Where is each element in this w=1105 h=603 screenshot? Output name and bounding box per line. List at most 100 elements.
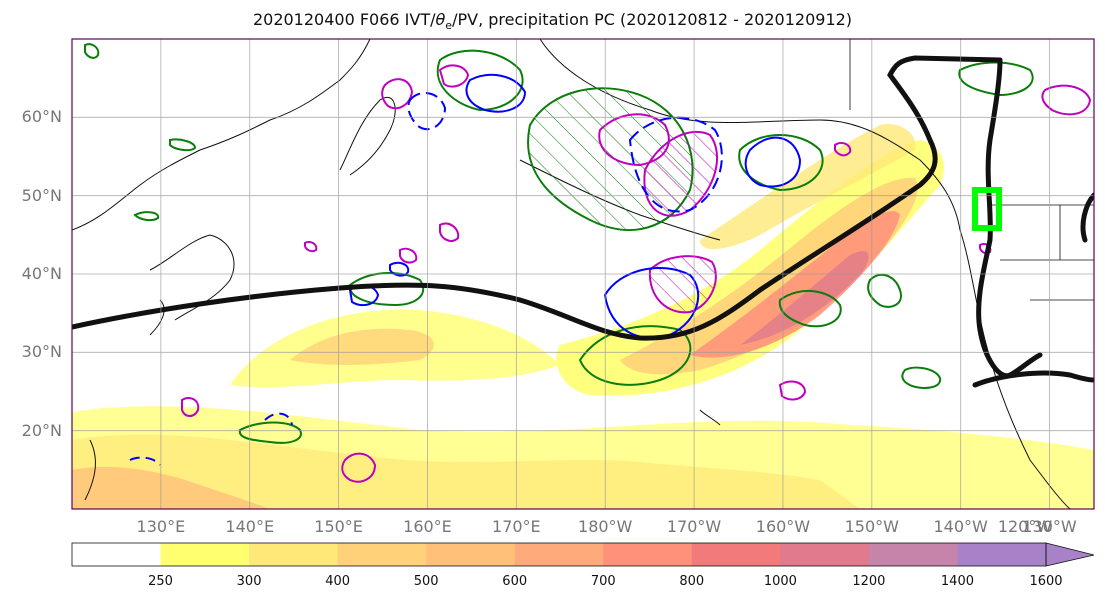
map-title: 2020120400 F066 IVT/θe/PV, precipitation… (252, 10, 853, 33)
pv-region-tropical-1 (341, 452, 377, 483)
coast-korea-japan (149, 234, 235, 336)
gridlines (72, 39, 1094, 509)
colorbar-tick-label: 1400 (940, 574, 974, 589)
precip-region-small-1 (84, 43, 100, 59)
theta-e-east (1080, 192, 1094, 243)
pv-neg-region-ar (603, 267, 700, 340)
lon-label: 120°W (997, 517, 1053, 536)
colorbar-swatches (72, 543, 1047, 566)
pv-region-na (1041, 84, 1092, 116)
pv-neg-region-alaska-dashed (628, 116, 723, 213)
precip-region-midpac (778, 289, 842, 328)
ivt-ar-north (700, 124, 916, 250)
colorbar-swatch (514, 543, 604, 566)
precip-region-north-west (867, 273, 902, 308)
pv-region-east-pac (778, 380, 807, 401)
ivt-ar-inner (690, 211, 900, 358)
theta-e-na-lower (972, 370, 1094, 388)
colorbar-extend-arrow (1045, 542, 1095, 567)
pv-region-small-3 (399, 247, 418, 264)
lon-label: 160°E (403, 517, 452, 536)
pv-positive-contours (181, 64, 1092, 483)
colorbar-tick-label: 500 (413, 574, 439, 589)
pv-neg-region-bering (465, 73, 527, 113)
colorbar-tick-label: 250 (148, 574, 173, 589)
pv-region-small-2 (304, 240, 318, 253)
pv-region-bering-2 (438, 64, 470, 88)
ivt-shading (72, 124, 1094, 509)
coast-kamchatka (339, 97, 396, 176)
pv-region-ar (648, 255, 717, 314)
colorbar-tick-label: 800 (679, 574, 705, 589)
colorbar-tick-label: 1200 (852, 574, 886, 589)
lon-label: 140°E (225, 517, 275, 536)
pv-region-gulf (643, 130, 719, 217)
pv-region-tropical-2 (181, 397, 200, 417)
pv-region-bering (381, 78, 414, 110)
precip-region-small-2 (169, 138, 197, 152)
coast-north-america (959, 229, 1071, 509)
precip-region-east-pac (901, 366, 942, 389)
lon-label: 150°W (844, 517, 899, 536)
colorbar-tick-label: 1600 (1029, 574, 1063, 589)
lon-label: 160°W (755, 517, 811, 536)
theta-e-main (72, 55, 1003, 341)
colorbar-swatch (957, 543, 1047, 566)
lat-label: 20°N (21, 420, 62, 440)
lon-label: 180°W (578, 517, 633, 536)
precip-region-tropical (238, 421, 302, 444)
precip-region-na-coast (958, 61, 1034, 97)
precip-region-small-3 (133, 211, 160, 222)
borders (849, 39, 1094, 301)
lat-label: 30°N (21, 342, 62, 362)
lon-label: 140°W (933, 517, 988, 536)
pv-neg-region-dashed-2 (407, 92, 447, 131)
map-frame (71, 38, 1095, 510)
precip-region-ar (578, 325, 692, 386)
lat-label: 40°N (21, 264, 62, 283)
theta-e-contours (72, 55, 1094, 388)
colorbar-swatch (603, 543, 693, 566)
lon-label: 130°E (136, 517, 186, 536)
pv-neg-region-tropical-dashed-2 (129, 456, 161, 466)
pv-neg-region-gulf (744, 136, 802, 188)
colorbar-swatch (691, 543, 781, 566)
lon-label: 170°E (492, 517, 541, 536)
colorbar-swatch (426, 543, 516, 566)
ivt-band-tropical-inner (72, 434, 860, 509)
colorbar-swatch (249, 543, 339, 566)
lon-label: 170°W (666, 517, 722, 536)
precip-region-west (348, 272, 425, 307)
colorbar-tick-label: 400 (325, 574, 351, 589)
colorbar-tick-label: 700 (590, 574, 616, 589)
lat-label: 60°N (21, 107, 62, 127)
lon-label: 150°E (314, 517, 363, 536)
colorbar-swatch (780, 543, 870, 566)
lat-label: 50°N (21, 185, 62, 205)
colorbar-swatch (337, 543, 427, 566)
highlight-box (972, 187, 1002, 231)
ivt-ar-core (740, 251, 869, 345)
coast-hawaii (699, 409, 721, 426)
ivt-ar-outer (556, 140, 944, 396)
pv-region-small-4 (834, 142, 852, 157)
colorbar-frame (71, 542, 1047, 567)
pv-neg-region-tropical-dashed (264, 412, 293, 426)
colorbar-swatch (868, 543, 958, 566)
colorbar-swatch (160, 543, 250, 566)
ivt-band-subtropical-inner (290, 328, 434, 365)
coast-asia (72, 39, 371, 231)
colorbar-tick-label: 1000 (763, 574, 797, 589)
pv-neg-region-small-1 (389, 261, 410, 277)
precip-region-bering (436, 49, 524, 112)
ivt-band-tropical-core (72, 466, 270, 509)
colorbar-tick-label: 300 (236, 574, 262, 589)
colorbar-swatch (72, 543, 162, 566)
coast-philippines (84, 439, 96, 501)
pv-negative-contours (129, 73, 802, 466)
pv-region-small-1 (439, 222, 460, 242)
colorbar-tick-label: 600 (502, 574, 528, 589)
lon-label: 130°W (1022, 517, 1077, 536)
